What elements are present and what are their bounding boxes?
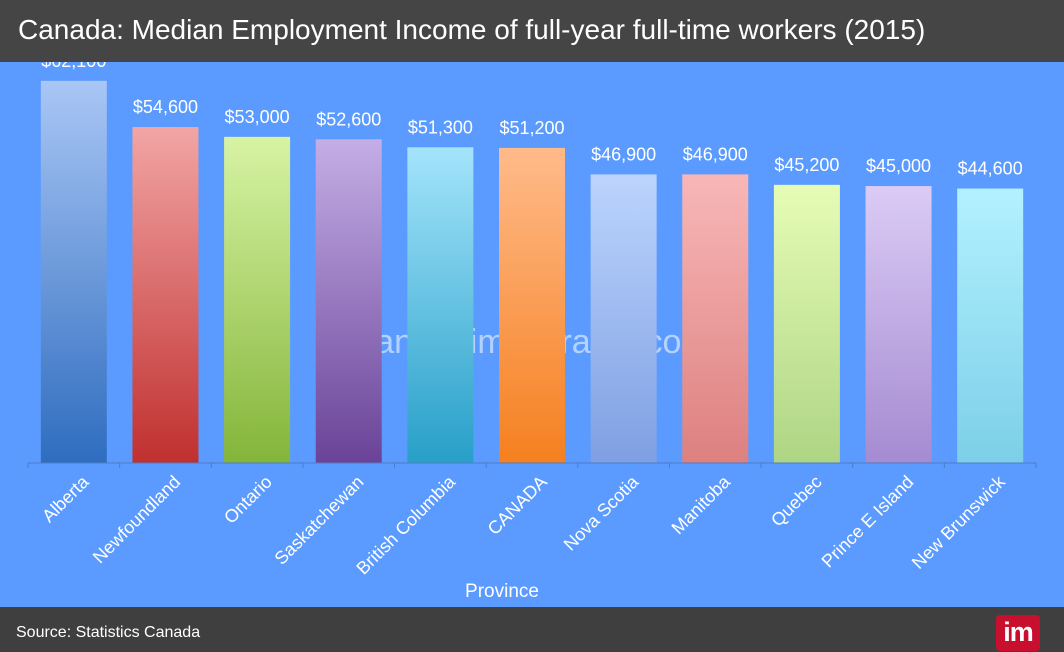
- bars-layer: [40, 80, 1024, 464]
- category-label-quebec: Quebec: [767, 472, 826, 531]
- value-label-alberta: $62,100: [41, 62, 106, 71]
- chart-title: Canada: Median Employment Income of full…: [18, 14, 926, 45]
- source-note: Source: Statistics Canada: [16, 624, 201, 641]
- bar-prince-e-island: [865, 186, 932, 464]
- value-label-new-brunswick: $44,600: [958, 159, 1023, 179]
- category-label-british-columbia: British Columbia: [352, 471, 460, 579]
- x-ticks: [27, 463, 1037, 468]
- value-label-manitoba: $46,900: [683, 144, 748, 164]
- footer-bar: Source: Statistics Canada im: [0, 607, 1064, 652]
- value-label-saskatchewan: $52,600: [316, 109, 381, 129]
- bar-canada: [499, 147, 565, 463]
- value-label-canada: $51,200: [499, 118, 564, 138]
- bar-chart: canadaimmigrants.com $62,100$54,600$53,0…: [27, 62, 1037, 602]
- title-bar: Canada: Median Employment Income of full…: [0, 0, 1064, 62]
- value-label-quebec: $45,200: [774, 155, 839, 175]
- value-label-nova-scotia: $46,900: [591, 144, 656, 164]
- bar-manitoba: [682, 174, 749, 463]
- value-label-prince-e-island: $45,000: [866, 156, 931, 176]
- x-axis-title: Province: [465, 581, 539, 602]
- category-label-prince-e-island: Prince E Island: [818, 472, 918, 572]
- category-label-nova-scotia: Nova Scotia: [560, 471, 643, 554]
- im-logo: im: [996, 615, 1040, 651]
- category-label-ontario: Ontario: [220, 472, 276, 528]
- bar-alberta: [40, 80, 107, 463]
- plot-area: canadaimmigrants.com $62,100$54,600$53,0…: [0, 62, 1064, 607]
- category-label-canada: CANADA: [484, 472, 551, 539]
- category-label-new-brunswick: New Brunswick: [908, 471, 1010, 573]
- value-label-ontario: $53,000: [225, 107, 290, 127]
- value-label-newfoundland: $54,600: [133, 97, 198, 117]
- bar-new-brunswick: [957, 188, 1024, 463]
- bar-saskatchewan: [315, 139, 382, 464]
- category-label-alberta: Alberta: [38, 471, 93, 526]
- bar-newfoundland: [132, 127, 199, 463]
- bar-quebec: [773, 184, 840, 463]
- category-label-newfoundland: Newfoundland: [89, 472, 185, 568]
- bar-nova-scotia: [590, 174, 657, 463]
- value-labels: $62,100 $54,600 $53,000 $52,600 $51,300 $51,2…: [41, 62, 1022, 179]
- category-label-manitoba: Manitoba: [668, 471, 735, 538]
- bar-ontario: [224, 136, 291, 463]
- category-label-saskatchewan: Saskatchewan: [271, 472, 368, 569]
- value-label-british-columbia: $51,300: [408, 117, 473, 137]
- bar-british-columbia: [407, 147, 474, 464]
